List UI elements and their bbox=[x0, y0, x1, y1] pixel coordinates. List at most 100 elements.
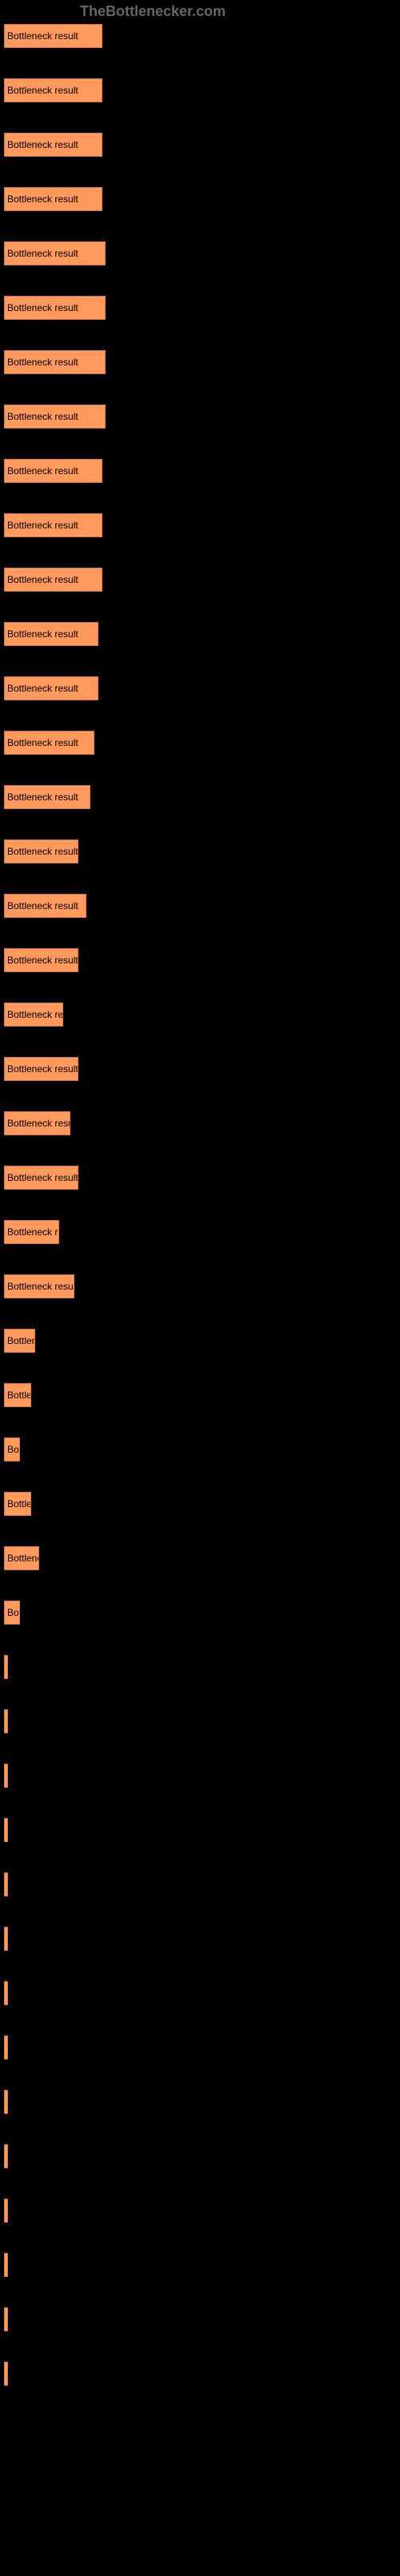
bar-label: Bottleneck result bbox=[7, 1933, 8, 1944]
bar: Bottleneck result bbox=[4, 2362, 8, 2386]
bar-label: Bottleneck result bbox=[7, 1009, 63, 1020]
bar-label: Bottleneck result bbox=[7, 900, 78, 911]
bar-label: Bottleneck result bbox=[7, 1716, 8, 1727]
bar-label: Bottleneck result bbox=[7, 574, 78, 585]
bar-row: Bottleneck result bbox=[4, 1329, 396, 1353]
bar-row: Bottleneck result bbox=[4, 513, 396, 537]
bar-label: Bottleneck result bbox=[7, 1172, 78, 1183]
bar-label: Bottleneck result bbox=[7, 1226, 59, 1238]
bar-row: Bottleneck result bbox=[4, 1220, 396, 1244]
bar: Bottleneck result bbox=[4, 948, 78, 972]
bar-row: Bottleneck result bbox=[4, 894, 396, 918]
bar: Bottleneck result bbox=[4, 24, 102, 48]
bar: Bottleneck result bbox=[4, 1220, 59, 1244]
bar-label: Bottleneck result bbox=[7, 2042, 8, 2053]
bar-row: Bottleneck result bbox=[4, 2144, 396, 2168]
bar-row: Bottleneck result bbox=[4, 1166, 396, 1190]
bar: Bottleneck result bbox=[4, 1111, 70, 1135]
bar: Bottleneck result bbox=[4, 1709, 8, 1733]
bar-row: Bottleneck result bbox=[4, 187, 396, 211]
bar: Bottleneck result bbox=[4, 1872, 8, 1896]
bar-label: Bottleneck result bbox=[7, 30, 78, 42]
bar-label: Bottleneck result bbox=[7, 683, 78, 694]
bar-row: Bottleneck result bbox=[4, 948, 396, 972]
bar-row: Bottleneck result bbox=[4, 1709, 396, 1733]
bar-row: Bottleneck result bbox=[4, 1655, 396, 1679]
bar: Bottleneck result bbox=[4, 1818, 8, 1842]
bar-row: Bottleneck result bbox=[4, 24, 396, 48]
bar-row: Bottleneck result bbox=[4, 459, 396, 483]
bar: Bottleneck result bbox=[4, 1274, 74, 1298]
bar-label: Bottleneck result bbox=[7, 193, 78, 205]
bar-row: Bottleneck result bbox=[4, 2362, 396, 2386]
bar-row: Bottleneck result bbox=[4, 1383, 396, 1407]
bar-label: Bottleneck result bbox=[7, 302, 78, 313]
bar-row: Bottleneck result bbox=[4, 1003, 396, 1027]
bar: Bottleneck result bbox=[4, 241, 106, 265]
bar-label: Bottleneck result bbox=[7, 1281, 74, 1292]
bar: Bottleneck result bbox=[4, 1492, 31, 1516]
bar-label: Bottleneck result bbox=[7, 955, 78, 966]
bar-row: Bottleneck result bbox=[4, 1927, 396, 1951]
bar-label: Bottleneck result bbox=[7, 1335, 35, 1346]
bar-row: Bottleneck result bbox=[4, 1111, 396, 1135]
bar-label: Bottleneck result bbox=[7, 248, 78, 259]
bar-row: Bottleneck result bbox=[4, 731, 396, 755]
bar-label: Bottleneck result bbox=[7, 139, 78, 150]
bar-label: Bottleneck result bbox=[7, 1607, 20, 1618]
bar: Bottleneck result bbox=[4, 2090, 8, 2114]
bar-row: Bottleneck result bbox=[4, 241, 396, 265]
bar-label: Bottleneck result bbox=[7, 2259, 8, 2271]
bar-label: Bottleneck result bbox=[7, 1879, 8, 1890]
bar-row: Bottleneck result bbox=[4, 622, 396, 646]
bar-row: Bottleneck result bbox=[4, 2036, 396, 2060]
bar: Bottleneck result bbox=[4, 1546, 39, 1570]
bar-row: Bottleneck result bbox=[4, 1492, 396, 1516]
bar: Bottleneck result bbox=[4, 459, 102, 483]
bar-row: Bottleneck result bbox=[4, 1601, 396, 1625]
bar: Bottleneck result bbox=[4, 1927, 8, 1951]
bar-row: Bottleneck result bbox=[4, 1057, 396, 1081]
bar: Bottleneck result bbox=[4, 513, 102, 537]
bar-row: Bottleneck result bbox=[4, 1764, 396, 1788]
bar-row: Bottleneck result bbox=[4, 405, 396, 429]
bar-row: Bottleneck result bbox=[4, 1546, 396, 1570]
bar-row: Bottleneck result bbox=[4, 1872, 396, 1896]
bar-row: Bottleneck result bbox=[4, 2307, 396, 2331]
bar-label: Bottleneck result bbox=[7, 357, 78, 368]
bar-row: Bottleneck result bbox=[4, 1818, 396, 1842]
bar: Bottleneck result bbox=[4, 2253, 8, 2277]
bar-label: Bottleneck result bbox=[7, 2314, 8, 2325]
bar-label: Bottleneck result bbox=[7, 1770, 8, 1781]
bar: Bottleneck result bbox=[4, 296, 106, 320]
bar: Bottleneck result bbox=[4, 1981, 8, 2005]
bar: Bottleneck result bbox=[4, 1764, 8, 1788]
bar-row: Bottleneck result bbox=[4, 1981, 396, 2005]
bar-row: Bottleneck result bbox=[4, 676, 396, 700]
bar: Bottleneck result bbox=[4, 839, 78, 863]
bar-row: Bottleneck result bbox=[4, 568, 396, 592]
bar-row: Bottleneck result bbox=[4, 133, 396, 157]
bar: Bottleneck result bbox=[4, 1329, 35, 1353]
bar: Bottleneck result bbox=[4, 1166, 78, 1190]
bar-row: Bottleneck result bbox=[4, 1438, 396, 1461]
bar-label: Bottleneck result bbox=[7, 520, 78, 531]
bar-row: Bottleneck result bbox=[4, 2253, 396, 2277]
bar: Bottleneck result bbox=[4, 133, 102, 157]
bar: Bottleneck result bbox=[4, 2307, 8, 2331]
bar-label: Bottleneck result bbox=[7, 1824, 8, 1836]
bar: Bottleneck result bbox=[4, 894, 86, 918]
bar: Bottleneck result bbox=[4, 1003, 63, 1027]
bar: Bottleneck result bbox=[4, 785, 90, 809]
bar-row: Bottleneck result bbox=[4, 785, 396, 809]
bar-label: Bottleneck result bbox=[7, 2096, 8, 2107]
bar-label: Bottleneck result bbox=[7, 2368, 8, 2379]
bar-row: Bottleneck result bbox=[4, 2199, 396, 2223]
bar-label: Bottleneck result bbox=[7, 1553, 39, 1564]
watermark-text: TheBottlenecker.com bbox=[80, 3, 226, 20]
bar-label: Bottleneck result bbox=[7, 1444, 20, 1455]
bar: Bottleneck result bbox=[4, 1057, 78, 1081]
bar-row: Bottleneck result bbox=[4, 839, 396, 863]
bar: Bottleneck result bbox=[4, 1655, 8, 1679]
bar-label: Bottleneck result bbox=[7, 628, 78, 640]
